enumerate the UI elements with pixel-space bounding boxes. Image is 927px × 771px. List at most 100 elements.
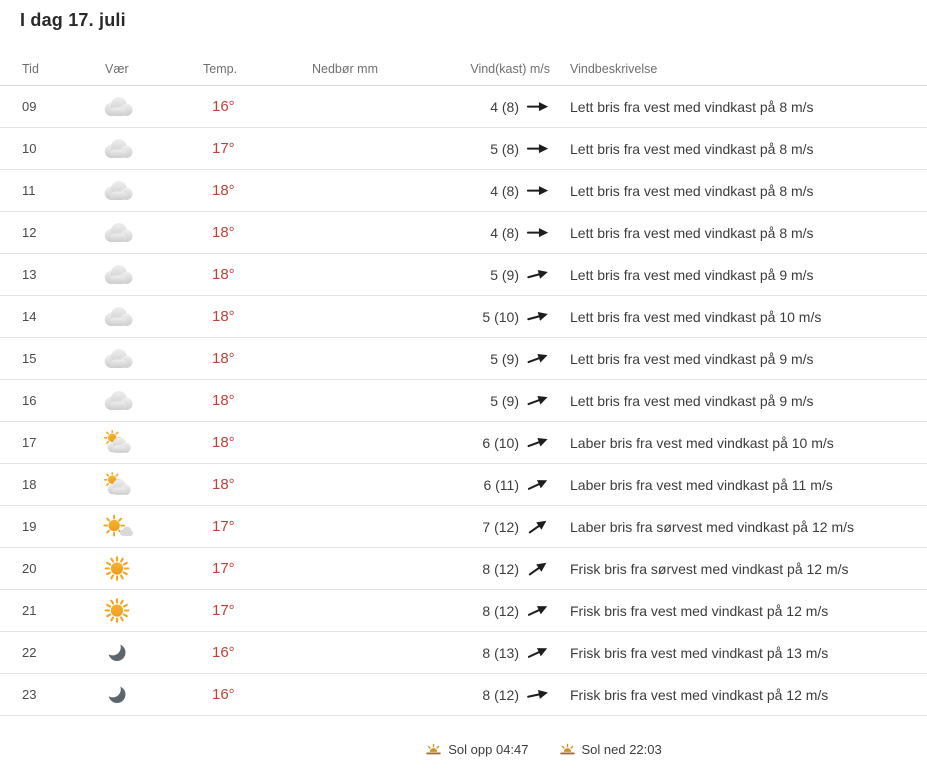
weather-cell xyxy=(100,346,190,371)
sun-times: Sol opp 04:47 Sol ned 22:03 xyxy=(80,742,927,771)
wind-direction-arrow-icon xyxy=(527,354,548,364)
wind-value: 8 (12) xyxy=(482,602,519,619)
weather-cell xyxy=(100,262,190,287)
table-row: 20 17° 8 (12) Frisk bris fra sørvest med… xyxy=(0,548,927,590)
table-row: 21 17° 8 (12) Frisk bris fra vest med vi… xyxy=(0,590,927,632)
table-row: 10 17° 5 (8) Lett bris fra vest med vind… xyxy=(0,128,927,170)
wind-direction-arrow-icon xyxy=(526,102,549,112)
wind-value: 5 (9) xyxy=(490,350,519,367)
temperature-cell: 16° xyxy=(212,644,235,661)
temperature-cell: 16° xyxy=(212,686,235,703)
column-header-weather: Vær xyxy=(105,62,129,76)
sunset-icon xyxy=(559,743,576,756)
column-header-wind: Vind(kast) m/s xyxy=(470,62,550,76)
wind-value: 8 (12) xyxy=(482,686,519,703)
wind-cell: 8 (12) xyxy=(420,603,555,619)
wind-cell: 8 (12) xyxy=(420,561,555,577)
wind-description-cell: Frisk bris fra vest med vindkast på 13 m… xyxy=(570,644,829,661)
time-cell: 15 xyxy=(22,351,37,366)
wind-cell: 7 (12) xyxy=(420,519,555,535)
wind-direction-arrow-icon xyxy=(527,311,548,321)
cloudy-icon xyxy=(100,136,134,161)
time-cell: 13 xyxy=(22,267,37,282)
temperature-cell: 18° xyxy=(212,392,235,409)
wind-cell: 6 (11) xyxy=(420,477,555,493)
sunrise-item: Sol opp 04:47 xyxy=(425,742,529,757)
wind-description-cell: Lett bris fra vest med vindkast på 8 m/s xyxy=(570,140,814,157)
wind-description-cell: Lett bris fra vest med vindkast på 9 m/s xyxy=(570,266,814,283)
table-row: 09 16° 4 (8) Lett bris fra vest med vind… xyxy=(0,86,927,128)
wind-cell: 5 (9) xyxy=(420,351,555,367)
temperature-cell: 18° xyxy=(212,182,235,199)
cloudy-icon xyxy=(100,178,134,203)
wind-description-cell: Laber bris fra vest med vindkast på 10 m… xyxy=(570,434,834,451)
column-header-wind-description: Vindbeskrivelse xyxy=(570,62,658,76)
weather-cell xyxy=(100,136,190,161)
temperature-cell: 17° xyxy=(212,518,235,535)
table-row: 18 18° 6 (11) Laber bris fra vest med vi… xyxy=(0,464,927,506)
weather-cell xyxy=(100,514,190,539)
sunrise-label: Sol opp 04:47 xyxy=(448,742,529,757)
time-cell: 17 xyxy=(22,435,37,450)
table-row: 22 16° 8 (13) Frisk bris fra vest med vi… xyxy=(0,632,927,674)
sunrise-icon xyxy=(425,743,442,756)
wind-description-cell: Laber bris fra vest med vindkast på 11 m… xyxy=(570,476,833,493)
wind-description-cell: Laber bris fra sørvest med vindkast på 1… xyxy=(570,518,854,535)
table-row: 23 16° 8 (12) Frisk bris fra vest med vi… xyxy=(0,674,927,716)
wind-description-cell: Lett bris fra vest med vindkast på 8 m/s xyxy=(570,182,814,199)
temperature-cell: 18° xyxy=(212,224,235,241)
wind-cell: 4 (8) xyxy=(420,183,555,199)
moon-icon xyxy=(100,640,134,665)
sunset-label: Sol ned 22:03 xyxy=(581,742,662,757)
time-cell: 20 xyxy=(22,561,37,576)
time-cell: 10 xyxy=(22,141,37,156)
temperature-cell: 17° xyxy=(212,602,235,619)
wind-cell: 5 (9) xyxy=(420,267,555,283)
time-cell: 09 xyxy=(22,99,37,114)
wind-direction-arrow-icon xyxy=(526,186,549,196)
wind-direction-arrow-icon xyxy=(527,438,548,448)
wind-description-cell: Frisk bris fra vest med vindkast på 12 m… xyxy=(570,686,829,703)
temperature-cell: 18° xyxy=(212,350,235,367)
wind-value: 6 (11) xyxy=(483,476,519,493)
sun-icon xyxy=(100,556,134,581)
wind-cell: 5 (8) xyxy=(420,141,555,157)
temperature-cell: 17° xyxy=(212,560,235,577)
weather-cell xyxy=(100,430,190,455)
time-cell: 21 xyxy=(22,603,37,618)
temperature-cell: 16° xyxy=(212,98,235,115)
wind-description-cell: Lett bris fra vest med vindkast på 10 m/… xyxy=(570,308,822,325)
wind-cell: 8 (12) xyxy=(420,687,555,703)
wind-value: 5 (8) xyxy=(490,140,519,157)
weather-cell xyxy=(100,472,190,497)
table-row: 19 17° 7 (12) Laber bris fra sørvest med… xyxy=(0,506,927,548)
time-cell: 16 xyxy=(22,393,37,408)
wind-cell: 6 (10) xyxy=(420,435,555,451)
time-cell: 11 xyxy=(22,183,36,198)
temperature-cell: 18° xyxy=(212,434,235,451)
time-cell: 12 xyxy=(22,225,37,240)
temperature-cell: 18° xyxy=(212,266,235,283)
sun-icon xyxy=(100,598,134,623)
fair-icon xyxy=(100,514,134,539)
wind-direction-arrow-icon xyxy=(528,562,547,576)
table-row: 15 18° 5 (9) Lett bris fra vest med vind… xyxy=(0,338,927,380)
wind-value: 4 (8) xyxy=(490,98,519,115)
partly-cloudy-icon xyxy=(100,430,134,455)
wind-value: 8 (13) xyxy=(482,644,519,661)
wind-cell: 4 (8) xyxy=(420,99,555,115)
wind-description-cell: Lett bris fra vest med vindkast på 8 m/s xyxy=(570,224,814,241)
moon-icon xyxy=(100,682,134,707)
wind-cell: 8 (13) xyxy=(420,645,555,661)
wind-description-cell: Lett bris fra vest med vindkast på 9 m/s xyxy=(570,392,814,409)
wind-value: 6 (10) xyxy=(482,434,519,451)
temperature-cell: 18° xyxy=(212,308,235,325)
cloudy-icon xyxy=(100,262,134,287)
cloudy-icon xyxy=(100,388,134,413)
temperature-cell: 18° xyxy=(212,476,235,493)
wind-value: 5 (10) xyxy=(482,308,519,325)
page-title: I dag 17. juli xyxy=(20,10,126,30)
wind-description-cell: Lett bris fra vest med vindkast på 9 m/s xyxy=(570,350,814,367)
wind-direction-arrow-icon xyxy=(527,606,548,616)
